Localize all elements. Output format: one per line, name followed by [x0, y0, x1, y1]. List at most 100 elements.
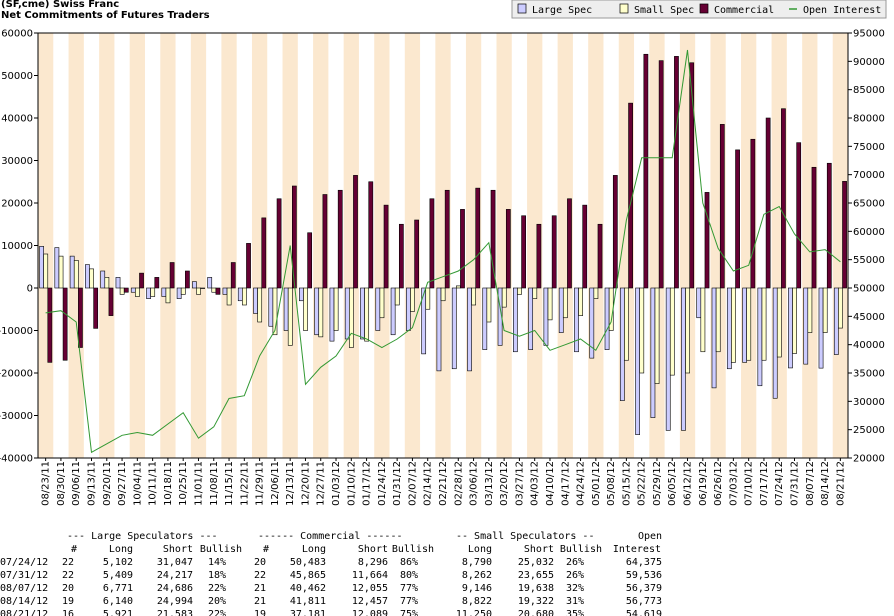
- bar: [123, 287, 129, 293]
- bar: [757, 287, 763, 387]
- table-cell: 45,865: [290, 570, 326, 581]
- bar: [475, 187, 481, 289]
- table-cell: 07/31/12: [0, 570, 48, 581]
- bar: [62, 287, 68, 361]
- bar: [696, 287, 702, 319]
- y2-tick-label: 95000: [853, 29, 885, 40]
- bar: [486, 287, 492, 323]
- bar: [246, 243, 251, 289]
- bar: [838, 287, 843, 329]
- legend-label: Open Interest: [803, 5, 881, 16]
- table-cell: 08/21/12: [0, 609, 48, 616]
- x-tick-label: 09/13/11: [86, 461, 97, 506]
- y2-tick-label: 55000: [853, 255, 885, 266]
- bar: [176, 287, 182, 299]
- table-column-header: Interest: [613, 544, 661, 555]
- table-cell: 19,322: [518, 596, 554, 607]
- legend-label: Commercial: [714, 5, 774, 16]
- x-tick-label: 02/28/12: [453, 461, 464, 506]
- x-tick-label: 04/03/12: [530, 461, 541, 506]
- bar: [436, 287, 442, 372]
- bar: [685, 287, 690, 374]
- bar: [237, 287, 243, 302]
- bar: [811, 166, 817, 289]
- table-cell: 64,375: [626, 557, 662, 568]
- x-tick-label: 09/20/11: [102, 461, 113, 506]
- bar: [93, 287, 99, 329]
- bar: [150, 287, 156, 297]
- x-tick-label: 10/11/11: [148, 461, 159, 506]
- table-cell: 56,773: [626, 596, 662, 607]
- y2-tick-label: 50000: [853, 284, 885, 295]
- table-cell: 37,181: [290, 609, 326, 616]
- bar: [543, 287, 549, 346]
- bar: [558, 287, 564, 333]
- x-tick-label: 05/15/12: [621, 461, 632, 506]
- band: [527, 33, 543, 458]
- bar: [85, 264, 90, 289]
- bar: [272, 287, 278, 336]
- x-tick-label: 03/13/12: [484, 461, 495, 506]
- table-cell: 21: [254, 596, 266, 607]
- bar: [192, 281, 197, 289]
- table-column-header: Bullish: [392, 544, 434, 555]
- bar: [704, 192, 710, 289]
- y-tick-label: -20000: [0, 369, 33, 380]
- bar: [414, 219, 419, 289]
- bar: [803, 287, 809, 365]
- x-tick-label: 07/31/12: [790, 461, 801, 506]
- band: [221, 33, 237, 458]
- bar: [425, 287, 431, 310]
- x-tick-label: 06/05/12: [667, 461, 678, 506]
- bar: [612, 175, 618, 289]
- x-tick-label: 05/08/12: [606, 461, 617, 506]
- bar: [39, 246, 44, 289]
- bar: [222, 287, 228, 295]
- bar: [119, 287, 125, 295]
- bar: [303, 287, 308, 331]
- table-column-header: #: [263, 544, 269, 555]
- bar: [578, 287, 583, 316]
- x-tick-label: 09/27/11: [117, 461, 128, 506]
- y-tick-label: -10000: [0, 326, 33, 337]
- bar: [460, 209, 465, 289]
- bar: [711, 287, 717, 389]
- x-tick-label: 12/20/11: [300, 461, 311, 506]
- x-tick-label: 01/24/12: [377, 461, 388, 506]
- table-cell: 08/14/12: [0, 596, 48, 607]
- legend-swatch: [517, 3, 527, 14]
- y2-tick-label: 90000: [853, 57, 885, 68]
- table-cell: 24,686: [157, 583, 193, 594]
- bar: [406, 287, 411, 331]
- band: [68, 33, 84, 458]
- table-column-header: Bullish: [560, 544, 602, 555]
- bar: [314, 287, 320, 336]
- bar: [700, 287, 706, 353]
- legend-label: Small Spec: [634, 5, 694, 16]
- bar: [726, 287, 732, 370]
- chart-title: (SF,cme) Swiss Franc: [1, 0, 119, 10]
- table-cell: 32%: [566, 583, 584, 594]
- table-cell: 22: [62, 570, 74, 581]
- bar: [822, 287, 828, 333]
- bar: [650, 287, 656, 418]
- band: [374, 33, 390, 458]
- bar: [368, 181, 374, 289]
- bar: [669, 287, 675, 376]
- y2-tick-label: 25000: [853, 425, 885, 436]
- bar: [451, 287, 457, 370]
- bar: [792, 287, 797, 354]
- x-tick-label: 08/07/12: [805, 461, 816, 506]
- table-cell: 21,583: [157, 609, 193, 616]
- bar: [299, 287, 304, 302]
- bar: [329, 287, 335, 342]
- x-tick-label: 01/31/12: [392, 461, 403, 506]
- table-cell: 23,655: [518, 570, 554, 581]
- table-cell: 6,771: [103, 583, 133, 594]
- bar: [833, 287, 839, 355]
- bar: [364, 287, 370, 342]
- bar: [69, 255, 75, 289]
- x-tick-label: 07/03/12: [728, 461, 739, 506]
- table-cell: 5,921: [103, 609, 133, 616]
